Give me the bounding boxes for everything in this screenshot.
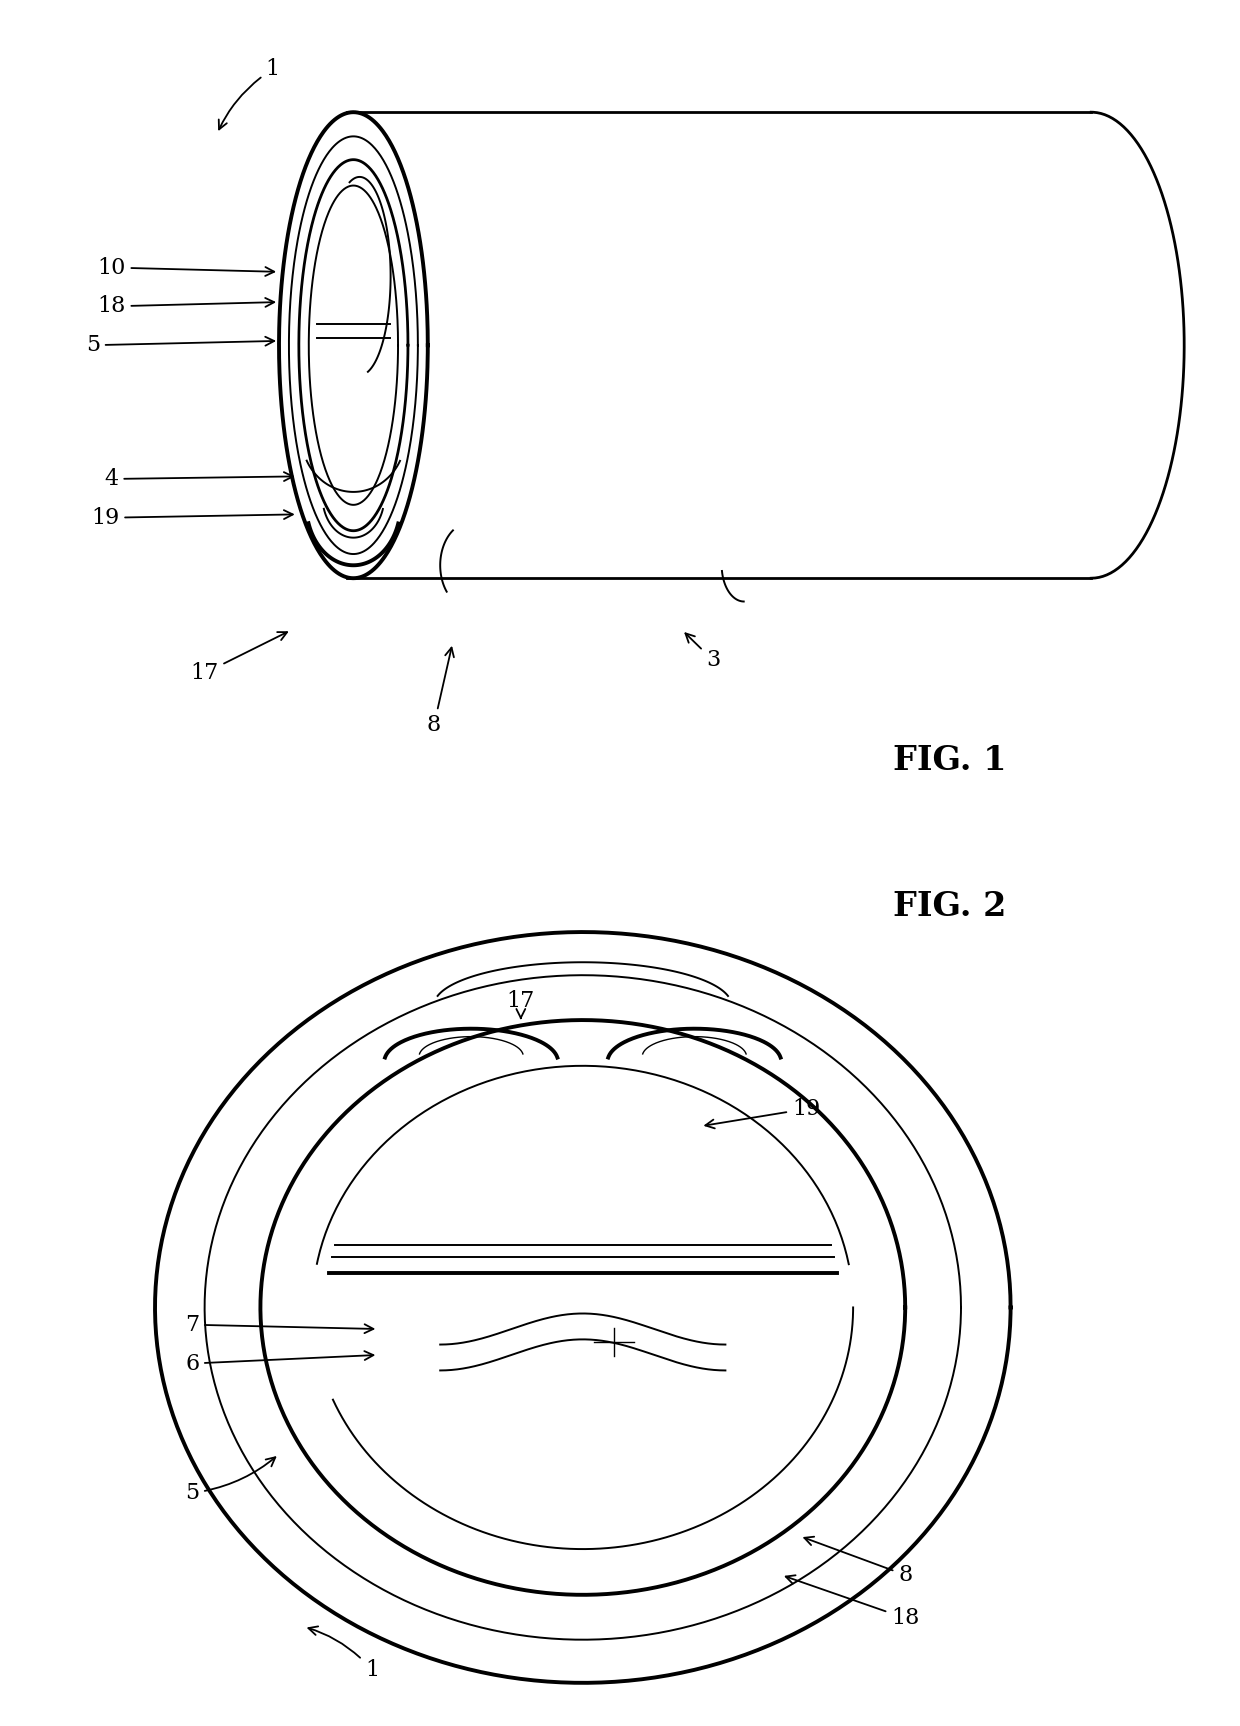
Text: 8: 8 <box>805 1536 913 1586</box>
Text: 10: 10 <box>98 257 274 278</box>
Text: 19: 19 <box>92 507 293 528</box>
Text: 5: 5 <box>86 335 274 356</box>
Text: 4: 4 <box>104 468 293 490</box>
Text: 18: 18 <box>786 1576 919 1629</box>
Text: 19: 19 <box>706 1098 820 1129</box>
Text: 7: 7 <box>185 1313 373 1336</box>
Text: 1: 1 <box>218 59 280 129</box>
Text: 3: 3 <box>686 633 720 671</box>
Text: 17: 17 <box>507 991 534 1018</box>
Text: FIG. 2: FIG. 2 <box>893 891 1006 923</box>
Text: 8: 8 <box>427 647 454 735</box>
Text: FIG. 1: FIG. 1 <box>893 744 1007 777</box>
Text: 6: 6 <box>185 1351 373 1374</box>
Text: 17: 17 <box>191 632 288 683</box>
Text: 5: 5 <box>185 1457 275 1503</box>
Text: 18: 18 <box>98 295 274 318</box>
Text: 1: 1 <box>309 1626 379 1681</box>
